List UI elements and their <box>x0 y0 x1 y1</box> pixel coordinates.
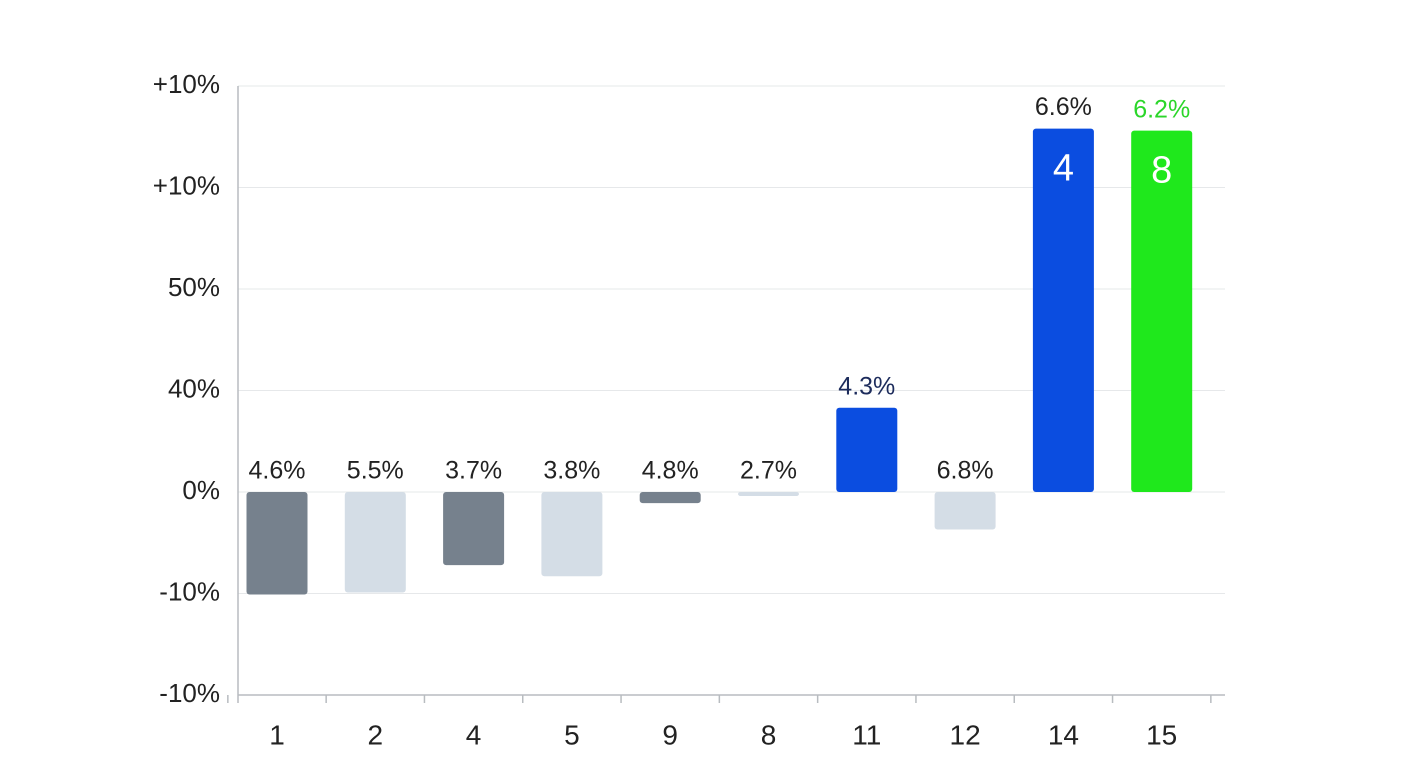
value-label: 4.6% <box>249 457 306 485</box>
inner-label: 8 <box>1151 150 1172 192</box>
bar <box>246 492 308 595</box>
value-label: 3.8% <box>543 457 600 485</box>
bar <box>541 492 603 577</box>
value-label: 3.7% <box>445 457 502 485</box>
x-tick-label: 15 <box>1146 719 1177 750</box>
x-tick-label: 9 <box>662 719 678 750</box>
y-tick-label: -10% <box>159 678 220 708</box>
x-tick-label: 5 <box>564 719 580 750</box>
bar <box>443 492 505 566</box>
value-label: 4.3% <box>838 372 895 400</box>
value-label: 4.8% <box>642 457 699 485</box>
x-tick-label: 2 <box>368 719 384 750</box>
x-tick-label: 14 <box>1048 719 1079 750</box>
y-tick-label: +10% <box>153 170 220 200</box>
x-tick-label: 11 <box>852 719 881 750</box>
x-tick-label: 8 <box>761 719 777 750</box>
value-label: 6.2% <box>1133 95 1190 123</box>
y-tick-label: 0% <box>182 475 220 505</box>
bar <box>934 492 996 530</box>
x-tick-label: 1 <box>269 719 285 750</box>
y-tick-label: 40% <box>168 373 220 403</box>
value-label: 2.7% <box>740 457 797 485</box>
value-label: 5.5% <box>347 457 404 485</box>
bar <box>738 492 799 497</box>
bar <box>1032 128 1094 492</box>
bar <box>344 492 406 593</box>
bar <box>1131 130 1193 492</box>
bar <box>639 492 701 504</box>
y-tick-label: +10% <box>153 69 220 99</box>
inner-label: 4 <box>1053 148 1074 190</box>
x-tick-label: 4 <box>466 719 482 750</box>
bar <box>836 407 898 492</box>
y-tick-label: -10% <box>159 576 220 606</box>
y-tick-label: 50% <box>168 272 220 302</box>
x-tick-label: 12 <box>950 719 981 750</box>
value-label: 6.8% <box>937 457 994 485</box>
value-label: 6.6% <box>1035 93 1092 121</box>
